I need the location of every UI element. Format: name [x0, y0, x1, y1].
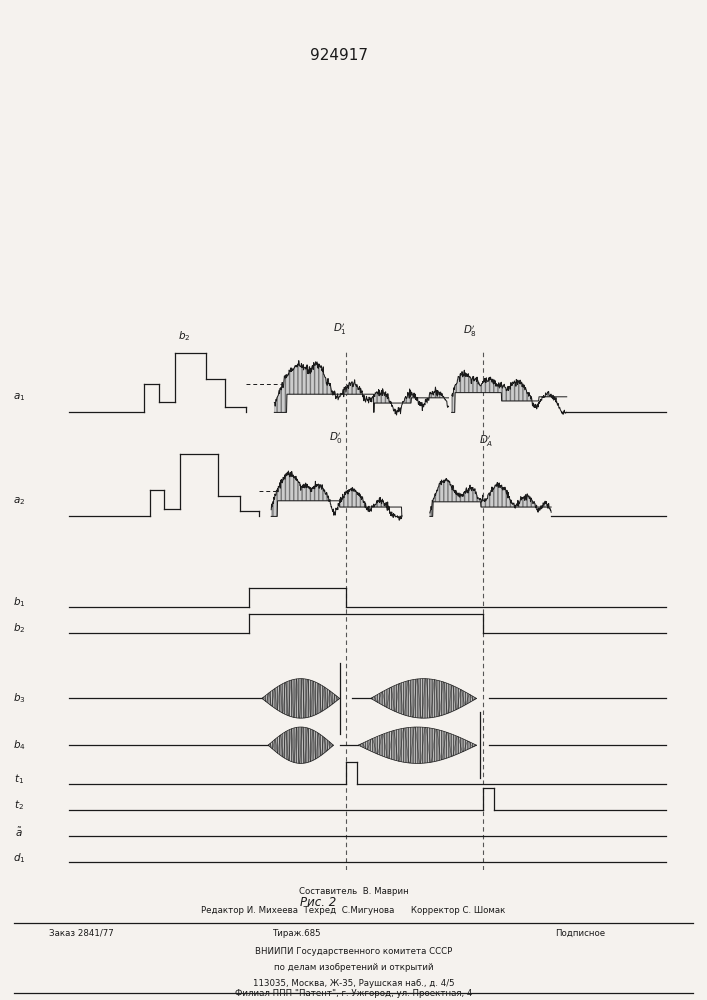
Text: ВНИИПИ Государственного комитета СССР: ВНИИПИ Государственного комитета СССР — [255, 947, 452, 956]
Text: $d_1$: $d_1$ — [13, 851, 25, 865]
Text: $a_1$: $a_1$ — [13, 391, 25, 403]
Text: $t_1$: $t_1$ — [14, 772, 24, 786]
Text: $b_4$: $b_4$ — [13, 738, 25, 752]
Text: $D_1'$: $D_1'$ — [333, 321, 346, 337]
Text: Составитель  В. Маврин: Составитель В. Маврин — [298, 887, 409, 896]
Text: Подписное: Подписное — [555, 929, 604, 938]
Text: $D_0'$: $D_0'$ — [329, 431, 344, 446]
Text: $b_1$: $b_1$ — [13, 595, 25, 609]
Text: по делам изобретений и открытий: по делам изобретений и открытий — [274, 963, 433, 972]
Text: $b_2$: $b_2$ — [13, 621, 25, 635]
Text: Рис. 2: Рис. 2 — [300, 896, 336, 909]
Text: Тираж.685: Тираж.685 — [273, 929, 321, 938]
Text: Заказ 2841/77: Заказ 2841/77 — [49, 929, 115, 938]
Text: 924917: 924917 — [310, 48, 368, 64]
Text: 113035, Москва, Ж-35, Раушская наб., д. 4/5: 113035, Москва, Ж-35, Раушская наб., д. … — [252, 979, 455, 988]
Text: $b_2$: $b_2$ — [178, 330, 190, 343]
Text: $\tilde{a}$: $\tilde{a}$ — [16, 826, 23, 839]
Text: $b_3$: $b_3$ — [13, 692, 25, 705]
Text: $a_2$: $a_2$ — [13, 495, 25, 507]
Text: $D_A'$: $D_A'$ — [479, 433, 493, 449]
Text: $t_2$: $t_2$ — [14, 798, 24, 812]
Text: $D_8'$: $D_8'$ — [463, 324, 477, 339]
Text: Редактор И. Михеева  Техред  С.Мигунова      Корректор С. Шомак: Редактор И. Михеева Техред С.Мигунова Ко… — [201, 906, 506, 915]
Text: Филиал ППП "Патент", г. Ужгород, ул. Проектная, 4: Филиал ППП "Патент", г. Ужгород, ул. Про… — [235, 989, 472, 998]
